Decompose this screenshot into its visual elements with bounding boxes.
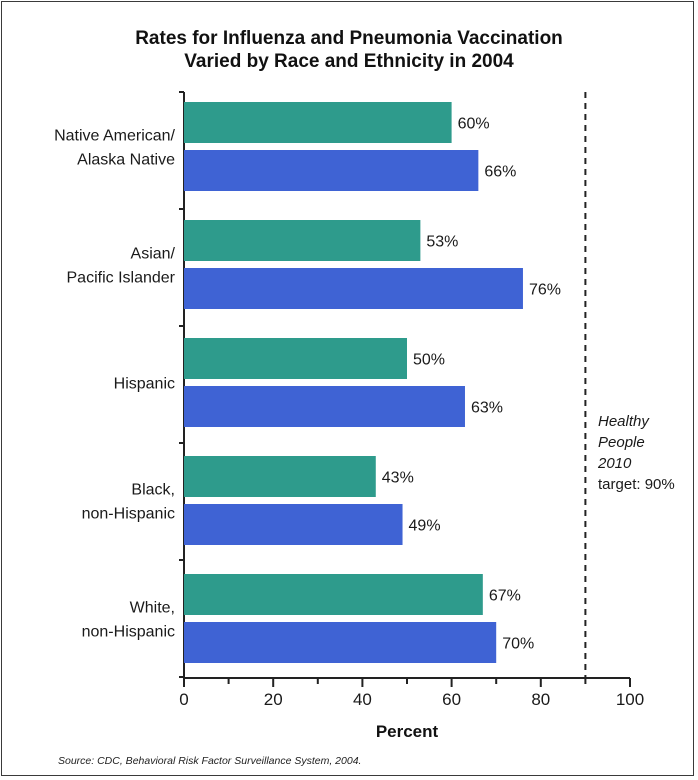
- category-label: White,: [130, 600, 175, 617]
- x-axis-label: Percent: [376, 722, 439, 741]
- category-label: non-Hispanic: [82, 506, 175, 523]
- category-label: Asian/: [131, 246, 176, 263]
- chart-subtitle: Varied by Race and Ethnicity in 2004: [184, 51, 514, 72]
- x-tick-label: 60: [442, 690, 461, 709]
- chart-title: Rates for Influenza and Pneumonia Vaccin…: [135, 28, 563, 49]
- category-label: non-Hispanic: [82, 624, 175, 641]
- target-label: Healthy: [598, 413, 650, 430]
- bar: [184, 386, 465, 427]
- bar: [184, 574, 483, 615]
- bar-value-label: 49%: [409, 518, 441, 535]
- x-tick-label: 0: [179, 690, 188, 709]
- bar-value-label: 50%: [413, 352, 445, 369]
- bar-value-label: 53%: [426, 234, 458, 251]
- bar-value-label: 63%: [471, 400, 503, 417]
- category-label: Alaska Native: [77, 152, 175, 169]
- target-label: 2010: [597, 455, 632, 472]
- bar: [184, 622, 497, 663]
- bar-value-label: 67%: [489, 588, 521, 605]
- bar: [184, 220, 421, 261]
- x-tick-label: 100: [616, 690, 644, 709]
- bar: [184, 338, 407, 379]
- bar: [184, 150, 479, 191]
- target-value-label: target: 90%: [598, 476, 675, 493]
- x-tick-label: 40: [353, 690, 372, 709]
- target-label: People: [598, 434, 645, 451]
- category-label: Pacific Islander: [67, 270, 176, 287]
- bar: [184, 268, 523, 309]
- category-label: Hispanic: [114, 376, 175, 393]
- bar-value-label: 70%: [502, 636, 534, 653]
- category-label: Native American/: [54, 128, 175, 145]
- x-tick-label: 20: [264, 690, 283, 709]
- bar: [184, 102, 452, 143]
- bar: [184, 456, 376, 497]
- category-label: Black,: [131, 482, 175, 499]
- bar-value-label: 60%: [458, 116, 490, 133]
- source-note: Source: CDC, Behavioral Risk Factor Surv…: [58, 755, 362, 767]
- bar-value-label: 66%: [484, 164, 516, 181]
- bar: [184, 504, 403, 545]
- bar-value-label: 43%: [382, 470, 414, 487]
- x-tick-label: 80: [531, 690, 550, 709]
- bar-value-label: 76%: [529, 282, 561, 299]
